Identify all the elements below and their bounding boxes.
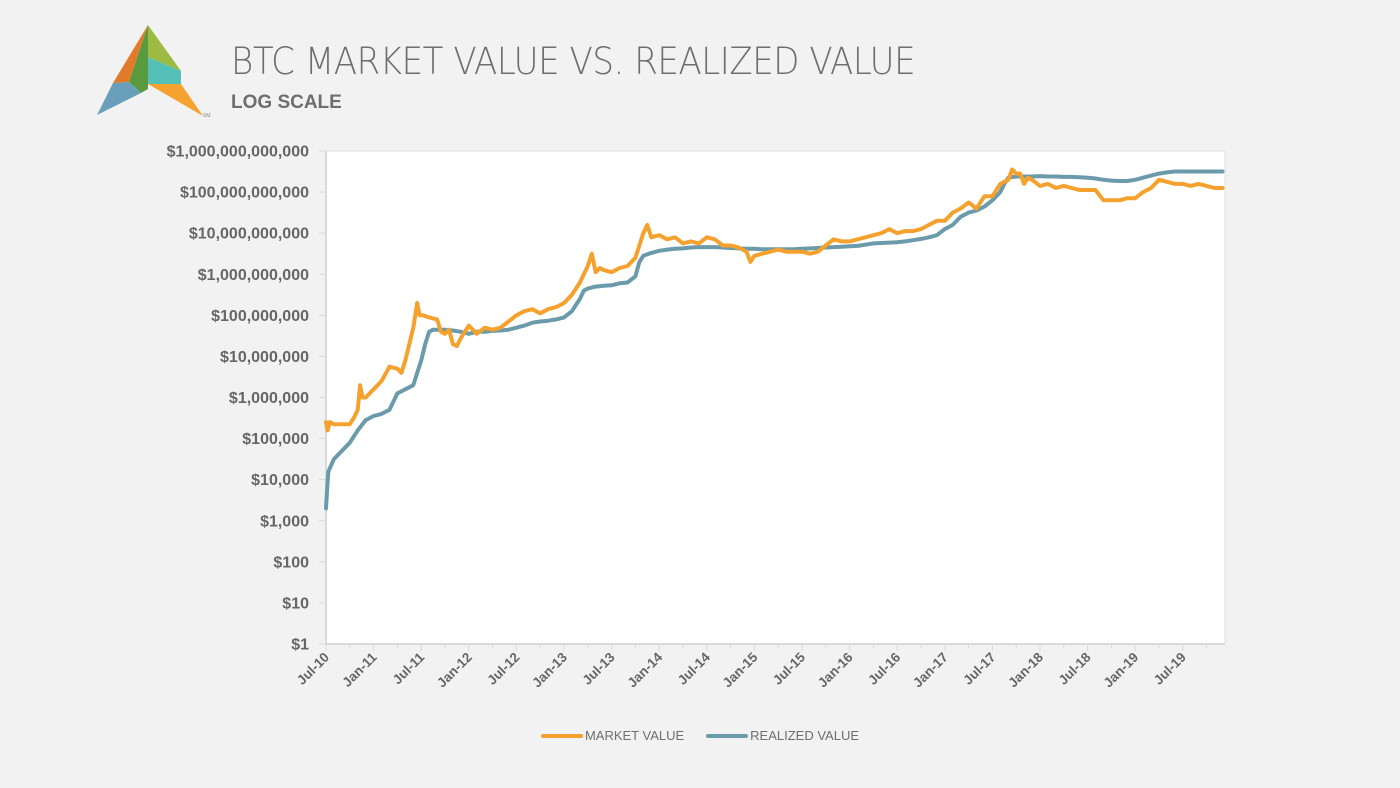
x-tick-label: Jul-11 [390, 649, 428, 687]
series-market-value [324, 167, 1225, 433]
logo-facet-blue [97, 82, 141, 115]
x-tick-label: Jan-17 [910, 650, 951, 691]
y-tick-label: $1,000,000,000,000 [167, 144, 309, 161]
plot-area [326, 151, 1225, 644]
y-tick-label: $100,000 [242, 431, 309, 448]
legend: MARKET VALUE REALIZED VALUE [0, 728, 1400, 743]
logo-facet-amber [148, 84, 203, 116]
legend-swatch-realized [706, 733, 749, 738]
legend-label: MARKET VALUE [584, 728, 685, 743]
x-tick-label: Jan-11 [339, 649, 380, 690]
x-tick-label: Jul-15 [770, 649, 809, 688]
y-tick-label: $100,000,000,000 [180, 185, 309, 202]
x-tick-label: Jan-18 [1005, 649, 1046, 690]
x-axis: Jul-10 Jan-11 Jul-11 Jan-12 Jul-12 Jan-13 Jul-… [294, 643, 1225, 691]
y-tick-label: $10,000,000 [220, 349, 309, 366]
y-tick-label: $10,000 [251, 472, 309, 489]
y-tick-label: $1,000,000,000 [198, 267, 309, 284]
y-axis: $1,000,000,000,000 $100,000,000,000 $10,00… [167, 144, 327, 654]
x-tick-label: Jan-16 [815, 649, 856, 690]
x-tick-label: Jul-10 [294, 650, 332, 688]
y-tick-label: $10,000,000,000 [189, 226, 309, 243]
x-tick-label: Jan-13 [529, 649, 570, 690]
y-tick-label: $1 [291, 637, 309, 654]
series-group [324, 167, 1225, 511]
triangle-logo: SM [95, 24, 215, 119]
x-tick-label: Jul-18 [1056, 649, 1095, 688]
logo-facet-green [129, 25, 148, 93]
y-tick-label: $100,000,000 [211, 308, 309, 325]
y-tick-label: $1,000 [260, 513, 309, 530]
logo-graphic: SM [97, 25, 211, 119]
x-tick-label: Jul-19 [1151, 650, 1189, 688]
x-tick-label: Jul-16 [865, 649, 904, 688]
y-tick-label: $1,000,000 [229, 390, 309, 407]
x-tick-label: Jan-19 [1100, 650, 1141, 691]
logo-facet-teal [148, 57, 181, 84]
y-tick-label: $10 [282, 595, 309, 612]
x-tick-label: Jan-12 [434, 650, 475, 691]
x-tick-label: Jul-13 [580, 649, 619, 688]
legend-swatch-market [540, 733, 583, 738]
legend-item-market-value: MARKET VALUE [540, 728, 685, 743]
x-tick-label: Jan-14 [624, 649, 665, 690]
x-tick-label: Jan-15 [720, 649, 761, 690]
logo-mark: SM [203, 113, 211, 119]
logo-facet-orange [113, 25, 148, 83]
legend-item-realized-value: REALIZED VALUE [706, 728, 859, 743]
chart: $1,000,000,000,000 $100,000,000,000 $10,00… [167, 144, 1226, 691]
y-tick-label: $100 [273, 554, 309, 571]
x-tick-label: Jul-14 [675, 649, 714, 688]
page-subtitle: LOG SCALE [231, 92, 342, 113]
x-tick-label: Jul-12 [484, 650, 522, 688]
x-tick-label: Jul-17 [960, 650, 998, 688]
page-title: BTC MARKET VALUE VS. REALIZED VALUE [231, 40, 916, 83]
legend-label: REALIZED VALUE [750, 728, 860, 743]
logo-facet-lime [148, 25, 181, 71]
